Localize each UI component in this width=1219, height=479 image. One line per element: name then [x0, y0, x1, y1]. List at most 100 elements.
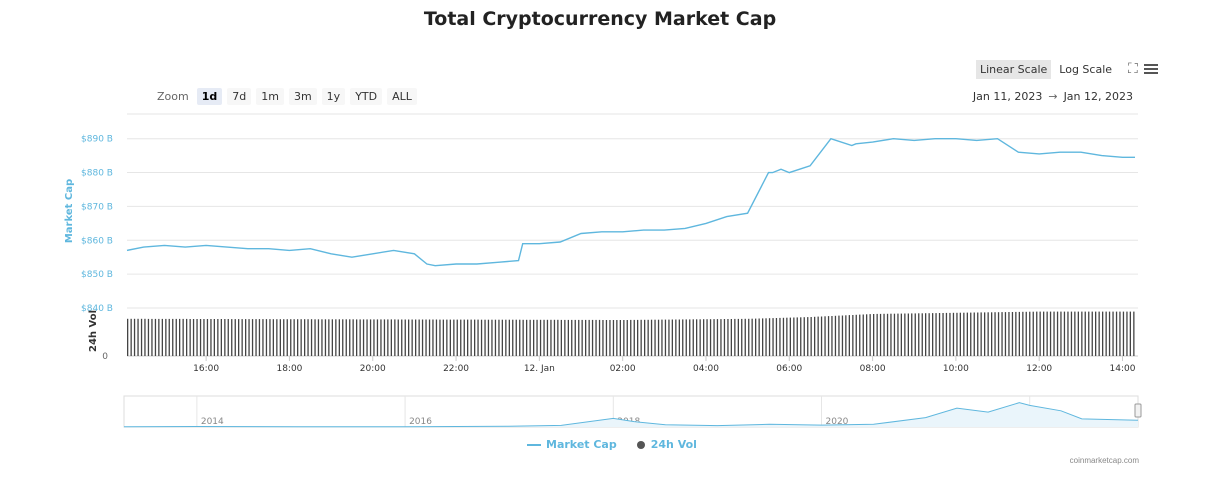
- volume-bar: [487, 319, 490, 356]
- volume-bar: [231, 319, 233, 356]
- zoom-7d-button[interactable]: 7d: [227, 87, 252, 105]
- volume-bar: [213, 319, 215, 356]
- volume-bar: [557, 319, 559, 356]
- volume-bar: [1091, 311, 1093, 356]
- volume-bar: [668, 319, 670, 356]
- fullscreen-icon[interactable]: ⛶: [1128, 61, 1138, 77]
- zoom-3m-button[interactable]: 3m: [288, 87, 317, 105]
- navigator[interactable]: 20142016201820202022: [123, 395, 1142, 428]
- volume-bar: [446, 319, 448, 356]
- volume-bar: [234, 319, 236, 356]
- volume-bar: [140, 318, 143, 356]
- volume-bar: [144, 318, 146, 356]
- volume-bar: [682, 319, 684, 356]
- volume-bar: [1077, 311, 1079, 356]
- volume-bar: [706, 319, 708, 356]
- volume-bar: [692, 319, 694, 356]
- date-range-to[interactable]: Jan 12, 2023: [1063, 90, 1133, 103]
- volume-bar: [1098, 311, 1100, 356]
- volume-bar: [1126, 311, 1128, 356]
- zoom-1m-button[interactable]: 1m: [256, 87, 284, 105]
- volume-bar: [217, 319, 219, 356]
- volume-bar: [973, 312, 975, 356]
- volume-bar: [338, 319, 340, 356]
- legend-volume-label: 24h Vol: [650, 438, 697, 451]
- volume-bar: [210, 319, 212, 356]
- volume-bar: [453, 319, 455, 356]
- volume-bar: [786, 317, 788, 356]
- volume-bar: [172, 318, 174, 356]
- volume-bar: [765, 318, 767, 356]
- volume-bar: [650, 319, 653, 356]
- volume-bar: [439, 319, 441, 356]
- date-range-from[interactable]: Jan 11, 2023: [972, 90, 1043, 103]
- volume-bar: [494, 319, 497, 356]
- zoom-ytd-button[interactable]: YTD: [350, 87, 383, 105]
- volume-bar: [768, 318, 771, 356]
- volume-bar: [720, 319, 722, 356]
- legend-market-cap[interactable]: Market Cap: [527, 438, 617, 451]
- volume-bar: [258, 319, 261, 356]
- volume-bar: [383, 319, 386, 356]
- x-tick-label: 12:00: [1026, 364, 1052, 374]
- volume-bar: [612, 320, 615, 356]
- volume-bar: [873, 314, 875, 356]
- credit-link[interactable]: coinmarketcap.com: [1069, 456, 1139, 465]
- volume-bar: [165, 318, 167, 356]
- volume-bar: [265, 319, 268, 356]
- volume-bar: [914, 313, 916, 356]
- navigator-handle[interactable]: [1134, 403, 1142, 418]
- linear-scale-button[interactable]: Linear Scale: [976, 59, 1052, 79]
- volume-bar: [1112, 311, 1114, 356]
- zoom-1y-button[interactable]: 1y: [321, 87, 346, 105]
- volume-bar: [644, 319, 646, 356]
- log-scale-button[interactable]: Log Scale: [1059, 62, 1113, 76]
- volume-bar: [703, 319, 705, 356]
- volume-bar: [685, 319, 687, 356]
- volume-bar: [938, 313, 941, 356]
- legend-market-cap-label: Market Cap: [546, 438, 617, 451]
- volume-bar: [567, 319, 569, 356]
- volume-bar: [581, 319, 583, 356]
- volume-bar: [276, 319, 278, 356]
- volume-bar: [709, 319, 712, 356]
- volume-bar: [539, 319, 542, 356]
- volume-bar: [1119, 311, 1121, 356]
- volume-bar: [1039, 311, 1041, 356]
- volume-bar: [762, 318, 764, 356]
- legend-volume[interactable]: 24h Vol: [636, 438, 697, 451]
- volume-bar: [435, 319, 438, 356]
- zoom-all-button[interactable]: ALL: [387, 87, 417, 105]
- x-tick-label: 18:00: [276, 364, 302, 374]
- menu-icon[interactable]: [1143, 64, 1158, 74]
- volume-bar: [637, 319, 639, 356]
- volume-bar: [1067, 311, 1069, 356]
- volume-bar: [591, 319, 594, 356]
- volume-bar: [657, 319, 660, 356]
- volume-bar: [879, 313, 882, 356]
- y-tick-label: $870 B: [81, 202, 113, 212]
- volume-bar: [772, 318, 774, 356]
- volume-bar: [647, 319, 649, 356]
- volume-bar: [272, 319, 274, 356]
- volume-bar: [293, 319, 295, 356]
- volume-bar: [1025, 311, 1027, 356]
- y-tick-label: $860 B: [81, 236, 113, 246]
- volume-bar: [897, 313, 899, 356]
- volume-bar: [460, 319, 462, 356]
- volume-bar: [689, 319, 691, 356]
- volume-bar: [300, 319, 302, 356]
- y-tick-label: $890 B: [81, 135, 113, 145]
- y-axis-label: Market Cap: [64, 179, 75, 243]
- volume-bar: [744, 318, 746, 356]
- volume-bar: [362, 319, 365, 356]
- scale-toggle: Linear Scale Log Scale ⛶: [976, 59, 1158, 79]
- volume-bar: [1022, 311, 1024, 356]
- volume-bar: [814, 316, 816, 356]
- volume-bar: [945, 312, 948, 356]
- volume-bar: [869, 314, 871, 356]
- volume-bar: [241, 319, 243, 356]
- volume-bar: [862, 314, 864, 356]
- zoom-1d-button[interactable]: 1d: [196, 87, 223, 105]
